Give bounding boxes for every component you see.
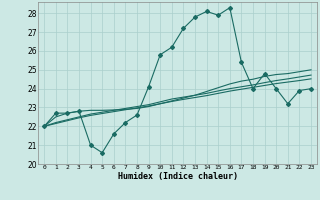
X-axis label: Humidex (Indice chaleur): Humidex (Indice chaleur)	[118, 172, 238, 181]
